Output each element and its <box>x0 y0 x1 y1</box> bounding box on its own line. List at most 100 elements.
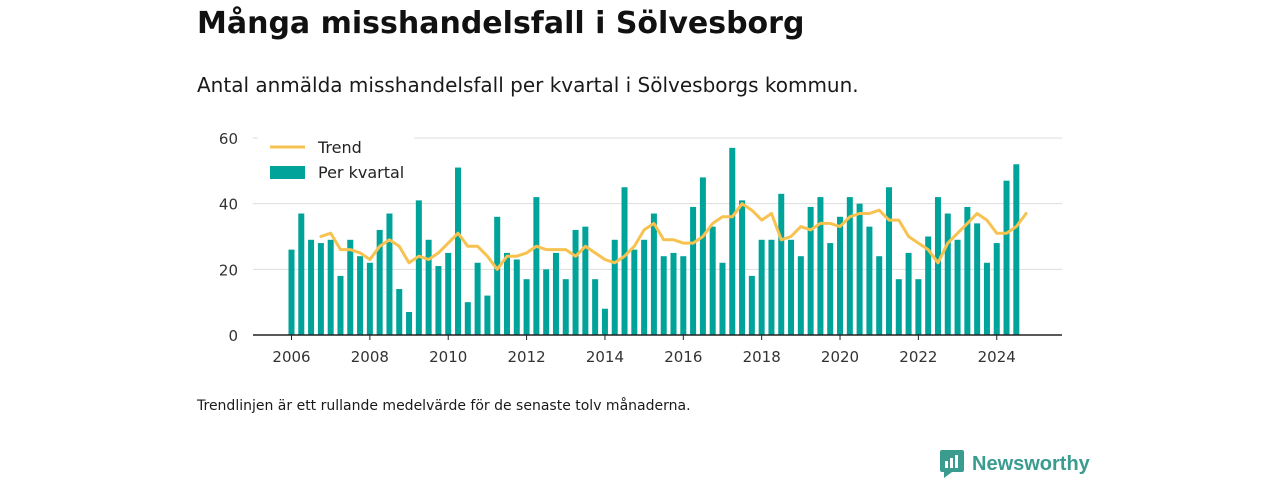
bar <box>523 279 530 335</box>
bar <box>983 262 990 335</box>
bar <box>778 193 785 335</box>
bar <box>934 197 941 335</box>
bar <box>357 256 364 335</box>
brand-name: Newsworthy <box>972 452 1090 475</box>
newsworthy-icon <box>940 450 964 478</box>
bar <box>288 249 295 335</box>
bar <box>915 279 922 335</box>
bar <box>327 239 334 335</box>
bar <box>308 239 315 335</box>
bar <box>386 213 393 335</box>
bar <box>415 200 422 335</box>
bar <box>592 279 599 335</box>
x-tick-label: 2006 <box>272 348 310 366</box>
chart-subtitle: Antal anmälda misshandelsfall per kvarta… <box>197 73 859 97</box>
bar <box>484 295 491 335</box>
chart-title: Många misshandelsfall i Sölvesborg <box>197 6 805 41</box>
bar <box>376 229 383 335</box>
x-tick-label: 2008 <box>351 348 389 366</box>
x-tick-label: 2024 <box>978 348 1016 366</box>
x-tick-label: 2012 <box>507 348 545 366</box>
bar <box>445 252 452 335</box>
brand-logo: Newsworthy <box>940 450 1090 478</box>
bar <box>944 213 951 335</box>
bar <box>406 312 413 335</box>
bar <box>699 177 706 335</box>
bar <box>690 206 697 335</box>
bar <box>396 289 403 335</box>
x-tick-label: 2010 <box>429 348 467 366</box>
bar <box>435 266 442 335</box>
legend-label-bars: Per kvartal <box>318 163 404 182</box>
bar <box>513 259 520 335</box>
bar <box>631 249 638 335</box>
bar <box>846 197 853 335</box>
bar <box>856 203 863 335</box>
bar <box>337 275 344 335</box>
footnote: Trendlinjen är ett rullande medelvärde f… <box>197 398 691 414</box>
bar <box>533 197 540 335</box>
bar <box>601 308 608 335</box>
bar <box>797 256 804 335</box>
bar <box>562 279 569 335</box>
bar <box>582 226 589 335</box>
legend-swatch-bars <box>270 166 305 179</box>
trend-line-layer <box>319 202 1028 271</box>
bar <box>347 239 354 335</box>
bar <box>954 239 961 335</box>
bar <box>817 197 824 335</box>
bar <box>425 239 432 335</box>
y-tick-label: 20 <box>219 261 238 279</box>
bar <box>807 206 814 335</box>
bar <box>925 236 932 335</box>
bar <box>1013 164 1020 335</box>
x-tick-label: 2022 <box>899 348 937 366</box>
bar <box>739 200 746 335</box>
bar <box>670 252 677 335</box>
legend-label-trend: Trend <box>317 138 362 157</box>
bar <box>719 262 726 335</box>
bar <box>895 279 902 335</box>
axes: 0 20 40 60 2006 2008 2010 2012 2014 2016 2018 2020 2… <box>219 130 1062 366</box>
bar <box>494 216 501 335</box>
bar <box>837 216 844 335</box>
bar <box>885 187 892 335</box>
bar <box>709 226 716 335</box>
bar <box>905 252 912 335</box>
bar <box>827 243 834 335</box>
x-tick-label: 2020 <box>821 348 859 366</box>
bar <box>729 147 736 335</box>
bar <box>455 167 462 335</box>
bar <box>641 239 648 335</box>
trend-line <box>319 202 1028 271</box>
bar <box>964 206 971 335</box>
bar <box>748 275 755 335</box>
bar <box>474 262 481 335</box>
bar <box>543 269 550 335</box>
bar <box>993 243 1000 335</box>
bar <box>366 262 373 335</box>
bar <box>866 226 873 335</box>
bar <box>876 256 883 335</box>
bar <box>768 239 775 335</box>
bar <box>974 223 981 335</box>
bar <box>758 239 765 335</box>
bar <box>572 229 579 335</box>
bar <box>298 213 305 335</box>
bar <box>552 252 559 335</box>
x-tick-label: 2016 <box>664 348 702 366</box>
legend: Trend Per kvartal <box>258 132 414 188</box>
bar <box>650 213 657 335</box>
bar <box>1003 180 1010 335</box>
y-tick-label: 40 <box>219 196 238 214</box>
bar <box>621 187 628 335</box>
bar <box>317 243 324 335</box>
bars <box>288 147 1020 335</box>
bar <box>464 302 471 335</box>
bar <box>503 252 510 335</box>
chart: 0 20 40 60 2006 2008 2010 2012 2014 2016 2018 2020 2… <box>219 130 1062 366</box>
bar <box>660 256 667 335</box>
bar <box>680 256 687 335</box>
y-tick-label: 0 <box>228 327 238 345</box>
y-tick-label: 60 <box>219 130 238 148</box>
